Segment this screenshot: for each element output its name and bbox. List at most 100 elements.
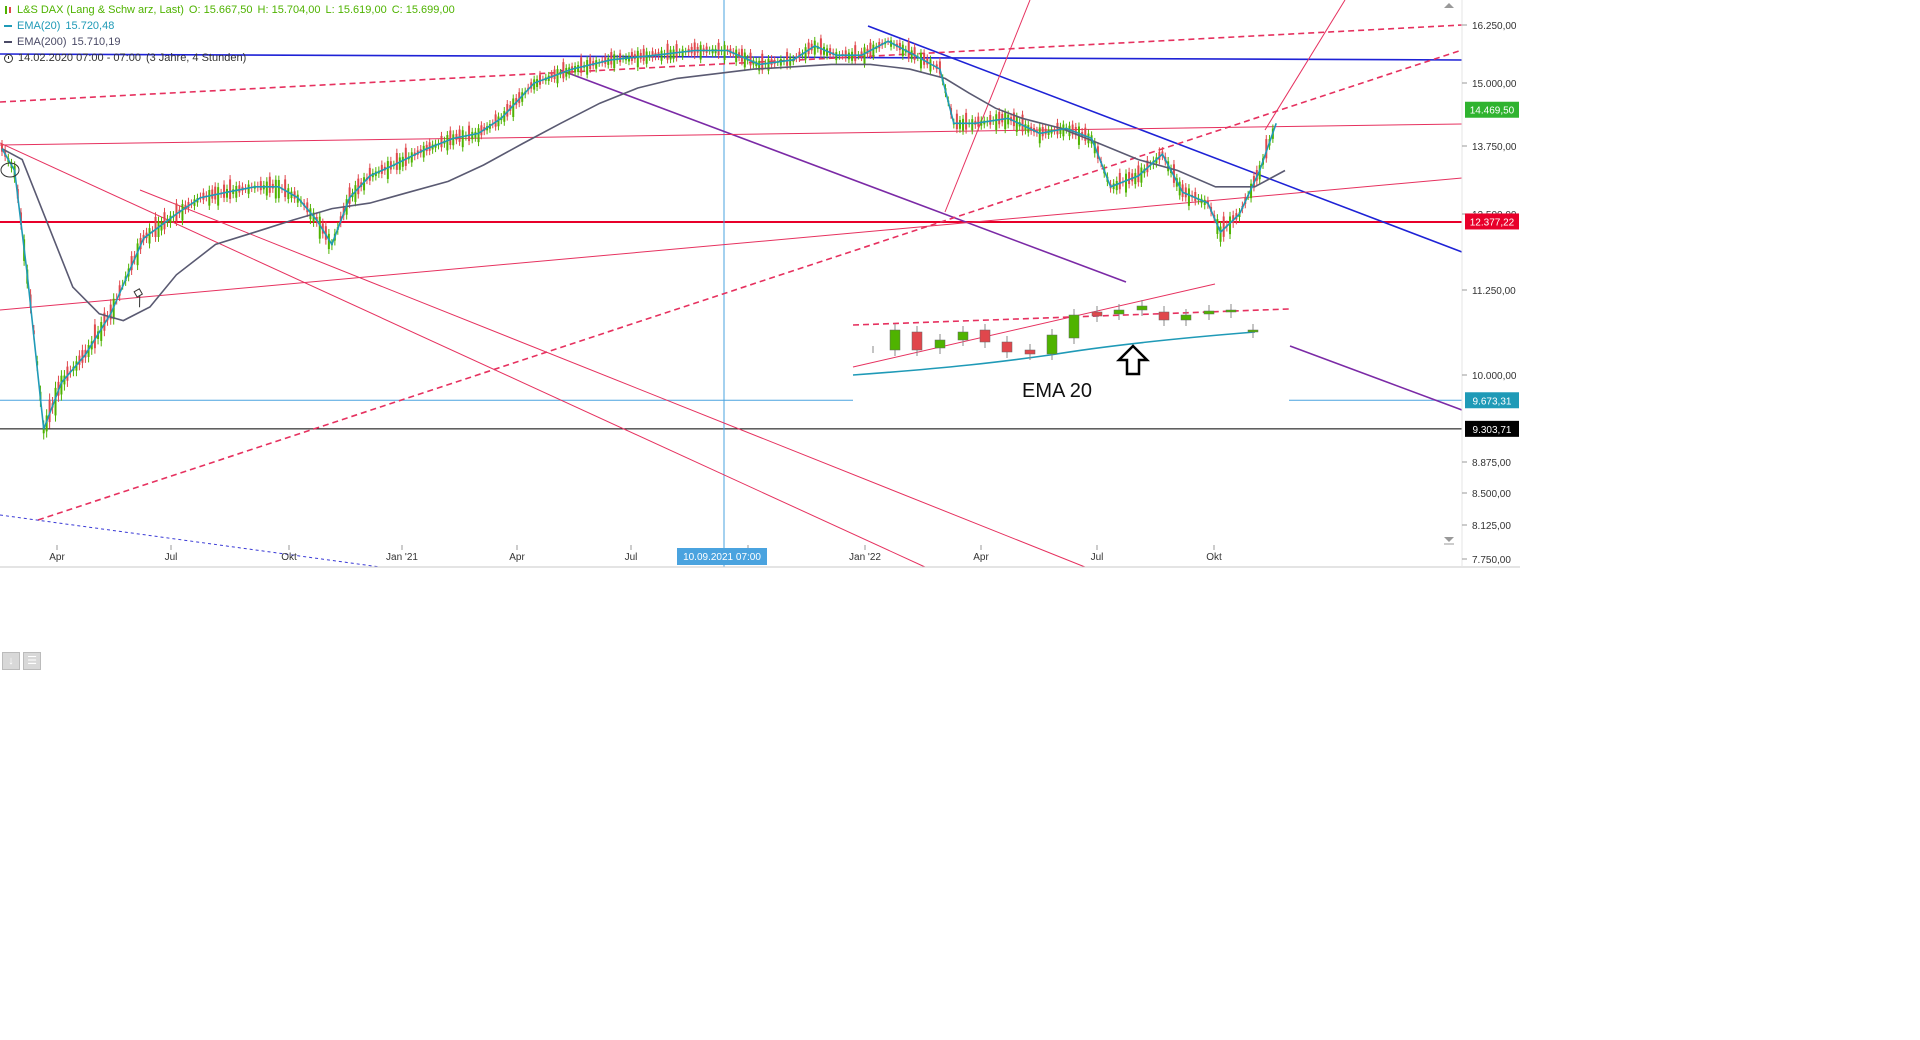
price-tag-label: 14.469,50 xyxy=(1470,106,1515,117)
y-tick-label: 13.750,00 xyxy=(1472,142,1517,153)
candle-body xyxy=(287,188,290,199)
candle-body xyxy=(81,350,84,363)
candle-body xyxy=(398,157,401,170)
candle-body xyxy=(901,44,904,57)
legend-ema200-value: 15.710,19 xyxy=(71,36,121,48)
download-icon[interactable]: ↓ xyxy=(2,652,20,670)
candle-body xyxy=(958,120,961,129)
y-tick-label: 15.000,00 xyxy=(1472,79,1517,90)
trend-red-flat xyxy=(0,123,1463,146)
candle-body xyxy=(1062,124,1065,137)
price-tag-bg xyxy=(1465,213,1519,230)
candle-body xyxy=(1,143,3,152)
candle-body xyxy=(100,322,103,341)
candle-body xyxy=(259,181,262,191)
candle-body xyxy=(1038,127,1041,144)
candle-body xyxy=(651,51,654,59)
price-chart[interactable]: EMA 20 Apr Jul Okt Jan '21 Apr Jul Okt Jan '22 Ap… xyxy=(0,0,1920,720)
candle-body xyxy=(118,285,121,296)
candle-body xyxy=(154,216,157,238)
candle-body xyxy=(610,52,613,65)
candle-body xyxy=(681,49,684,57)
inset-background xyxy=(853,284,1289,408)
candle-body xyxy=(955,113,958,130)
candle-body xyxy=(217,187,220,206)
menu-icon[interactable]: ☰ xyxy=(23,652,41,670)
candle-body xyxy=(1184,187,1187,198)
legend-ema200-row[interactable]: EMA(200) 15.710,19 xyxy=(4,34,455,50)
candle-body xyxy=(229,179,232,199)
x-tick-label: Apr xyxy=(973,552,989,563)
candle-body xyxy=(265,181,268,196)
candle-body xyxy=(306,202,309,213)
inset-candle-body xyxy=(1225,309,1237,313)
candle-body xyxy=(494,114,497,127)
candle-body xyxy=(819,38,822,55)
candle-body xyxy=(553,69,556,80)
inset-candle-body xyxy=(957,331,969,341)
candle-body xyxy=(160,221,163,231)
y-tick-label: 16.250,00 xyxy=(1472,21,1517,32)
candle-body xyxy=(78,355,81,365)
candle-body xyxy=(971,119,974,131)
candle-body xyxy=(907,41,910,59)
candle-body xyxy=(42,426,45,434)
candle-body xyxy=(157,221,160,237)
candle-body xyxy=(518,92,521,104)
chart-panel[interactable]: EMA 20 Apr Jul Okt Jan '21 Apr Jul Okt Jan '22 Ap… xyxy=(0,0,1920,720)
candle-body xyxy=(357,178,360,195)
candle-body xyxy=(829,48,832,56)
candle-body xyxy=(1128,172,1131,185)
candle-body xyxy=(807,42,810,55)
inset-candle-body xyxy=(1024,349,1036,355)
candle-body xyxy=(749,52,752,66)
candle-body xyxy=(977,116,980,127)
candle-body xyxy=(735,49,738,63)
candle-body xyxy=(66,366,69,381)
legend-range-row[interactable]: 14.02.2020 07:00 - 07:00 (3 Jahre, 4 Stu… xyxy=(4,50,455,66)
candle-body xyxy=(1140,167,1143,183)
candle-body xyxy=(1222,216,1225,237)
candle-body xyxy=(1001,113,1004,123)
x-tick-label: Okt xyxy=(281,552,297,563)
candle-body xyxy=(995,114,998,130)
candle-body xyxy=(613,54,616,69)
ema200-swatch xyxy=(4,41,12,43)
candle-body xyxy=(844,50,847,59)
inset-candle-body xyxy=(1136,305,1148,311)
crosshair-tag-label: 10.09.2021 07:00 xyxy=(683,552,761,563)
y-tick-label: 10.000,00 xyxy=(1472,371,1517,382)
candle-body xyxy=(247,184,250,194)
legend-ema20-row[interactable]: EMA(20) 15.720,48 xyxy=(4,18,455,34)
candle-body xyxy=(1118,172,1121,190)
candle-body xyxy=(404,147,407,166)
candle-body xyxy=(1131,173,1134,182)
x-tick-label: Jul xyxy=(165,552,178,563)
candle-body xyxy=(789,56,792,66)
inset-candle-body xyxy=(1203,310,1215,315)
candle-body xyxy=(1137,165,1140,183)
candle-body xyxy=(675,44,678,58)
y-tick-label: 8.500,00 xyxy=(1472,489,1511,500)
y-tick-label: 8.875,00 xyxy=(1472,458,1511,469)
candle-body xyxy=(1041,127,1044,137)
inset-candle-body xyxy=(1158,311,1170,321)
candle-body xyxy=(440,135,443,148)
candle-body xyxy=(1071,124,1074,135)
candle-body xyxy=(1056,122,1059,135)
y-tick-label: 11.250,00 xyxy=(1472,286,1516,297)
x-tick-label: Apr xyxy=(509,552,525,563)
legend-close: C: 15.699,00 xyxy=(391,4,455,16)
candle-body xyxy=(586,59,589,75)
inset-candle-body xyxy=(1113,309,1125,315)
candle-body xyxy=(1012,112,1015,127)
candle-body xyxy=(202,192,205,200)
chart-tools: ↓ ☰ xyxy=(2,652,41,670)
candle-body xyxy=(630,52,633,61)
candle-body xyxy=(826,48,829,56)
candle-body xyxy=(869,42,872,56)
candle-body xyxy=(348,187,351,204)
candle-body xyxy=(318,216,321,239)
candle-body xyxy=(130,256,133,271)
candle-body xyxy=(989,114,992,125)
